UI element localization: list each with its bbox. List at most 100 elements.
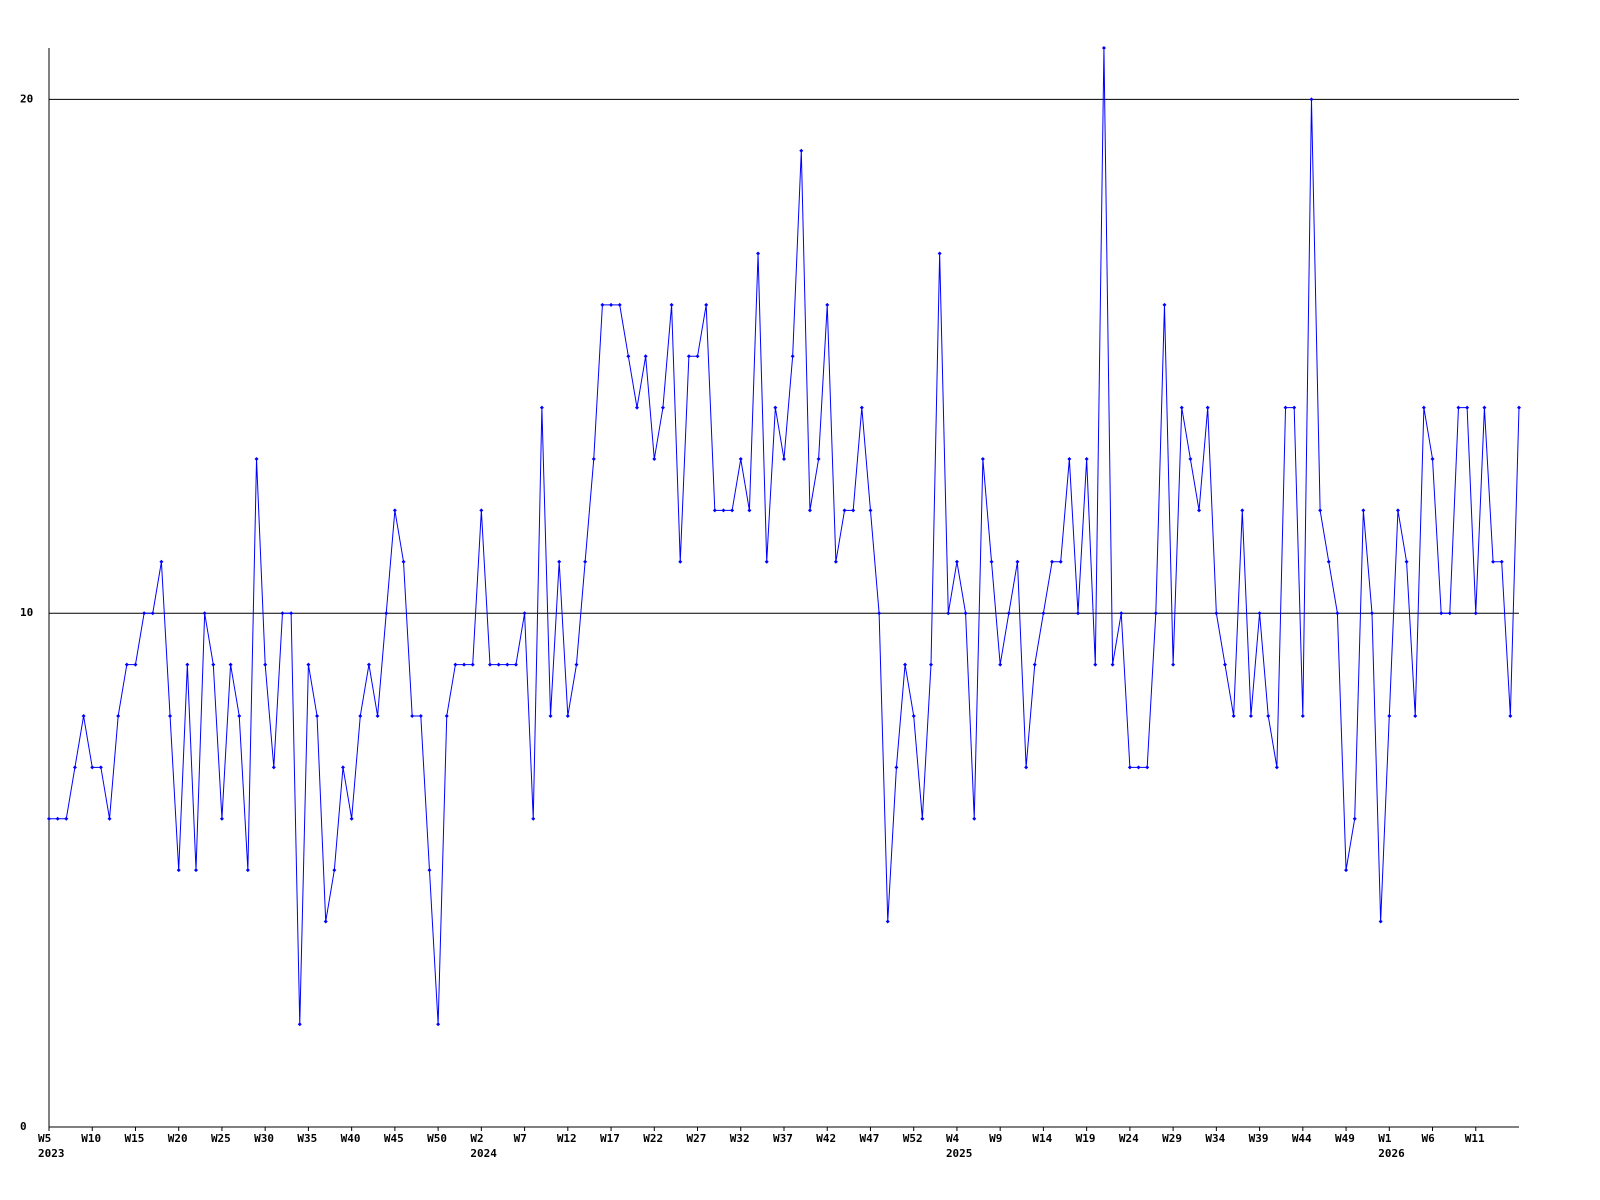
data-point — [332, 868, 337, 873]
data-point — [565, 713, 570, 718]
data-point — [539, 405, 544, 410]
data-point — [159, 559, 164, 564]
data-point — [1024, 765, 1029, 770]
x-tick-label: W4 — [946, 1132, 960, 1145]
data-point — [920, 816, 925, 821]
data-point — [1205, 405, 1210, 410]
data-point — [1395, 508, 1400, 513]
data-point — [436, 1022, 441, 1027]
data-point — [1101, 46, 1106, 50]
data-point — [911, 713, 916, 718]
data-point — [470, 662, 475, 667]
data-point — [1179, 405, 1184, 410]
data-point — [1214, 611, 1219, 616]
data-point — [349, 816, 354, 821]
data-point — [1430, 457, 1435, 462]
data-point — [894, 765, 899, 770]
data-point — [1223, 662, 1227, 667]
data-point — [496, 662, 501, 667]
data-point — [488, 662, 492, 667]
data-point — [263, 662, 268, 667]
data-point — [989, 559, 994, 564]
data-point — [462, 662, 467, 667]
data-point — [211, 662, 216, 667]
data-point — [384, 611, 389, 616]
data-point — [176, 868, 181, 873]
y-tick-label: 10 — [20, 606, 33, 619]
data-point — [133, 662, 138, 667]
data-point — [1300, 713, 1305, 718]
data-point — [1309, 97, 1314, 102]
year-label: 2024 — [470, 1147, 497, 1160]
data-point — [271, 765, 276, 770]
data-point — [202, 611, 207, 616]
year-label: 2025 — [946, 1147, 973, 1160]
data-point — [315, 713, 320, 718]
x-tick-label: W10 — [81, 1132, 101, 1145]
x-tick-label: W6 — [1422, 1132, 1436, 1145]
data-point — [1378, 919, 1383, 924]
data-point — [427, 868, 432, 873]
data-point — [937, 251, 942, 256]
data-point — [833, 559, 838, 564]
data-point — [107, 816, 112, 821]
data-point — [574, 662, 579, 667]
data-point — [55, 816, 60, 821]
x-tick-label: W42 — [816, 1132, 836, 1145]
data-point — [1370, 611, 1374, 616]
data-point — [1084, 457, 1089, 462]
data-point — [1335, 611, 1340, 616]
data-point — [1404, 559, 1409, 564]
data-point — [998, 662, 1003, 667]
data-point — [1352, 816, 1357, 821]
data-point — [116, 713, 121, 718]
data-point — [323, 919, 328, 924]
data-point — [1076, 611, 1080, 616]
data-point — [1482, 405, 1487, 410]
data-point — [1050, 559, 1055, 564]
data-point — [1067, 457, 1072, 462]
data-point — [72, 765, 77, 770]
data-point — [81, 713, 86, 718]
data-point — [1015, 559, 1020, 564]
data-point — [652, 457, 657, 462]
data-point — [859, 405, 864, 410]
data-point — [453, 662, 458, 667]
data-point — [868, 508, 873, 513]
data-point — [410, 713, 415, 718]
x-tick-label: W45 — [384, 1132, 404, 1145]
x-tick-label: W34 — [1205, 1132, 1225, 1145]
data-point — [1447, 611, 1452, 616]
data-point — [591, 457, 596, 462]
year-label: 2026 — [1378, 1147, 1405, 1160]
x-tick-label: W29 — [1162, 1132, 1182, 1145]
data-point — [1387, 713, 1392, 718]
data-point — [1456, 405, 1461, 410]
data-point — [1110, 662, 1115, 667]
x-tick-label: W40 — [341, 1132, 361, 1145]
data-point — [1421, 405, 1426, 410]
data-point — [1248, 713, 1253, 718]
data-point — [1318, 508, 1323, 513]
x-tick-label: W5 — [38, 1132, 51, 1145]
x-tick-label: W1 — [1378, 1132, 1392, 1145]
data-point — [1283, 405, 1288, 410]
data-point — [306, 662, 311, 667]
data-point — [289, 611, 294, 616]
data-point — [730, 508, 735, 513]
data-point — [1274, 765, 1279, 770]
data-point — [747, 508, 752, 513]
data-point — [790, 354, 795, 359]
data-line — [49, 47, 1520, 1025]
data-point — [686, 354, 691, 359]
data-point — [712, 508, 717, 513]
data-point — [401, 559, 406, 564]
data-point — [695, 354, 700, 359]
data-point — [1491, 559, 1496, 564]
data-point — [219, 816, 224, 821]
x-tick-label: W2 — [470, 1132, 483, 1145]
x-tick-label: W7 — [514, 1132, 527, 1145]
x-tick-label: W20 — [168, 1132, 188, 1145]
data-point — [704, 302, 709, 307]
data-point — [1361, 508, 1366, 513]
